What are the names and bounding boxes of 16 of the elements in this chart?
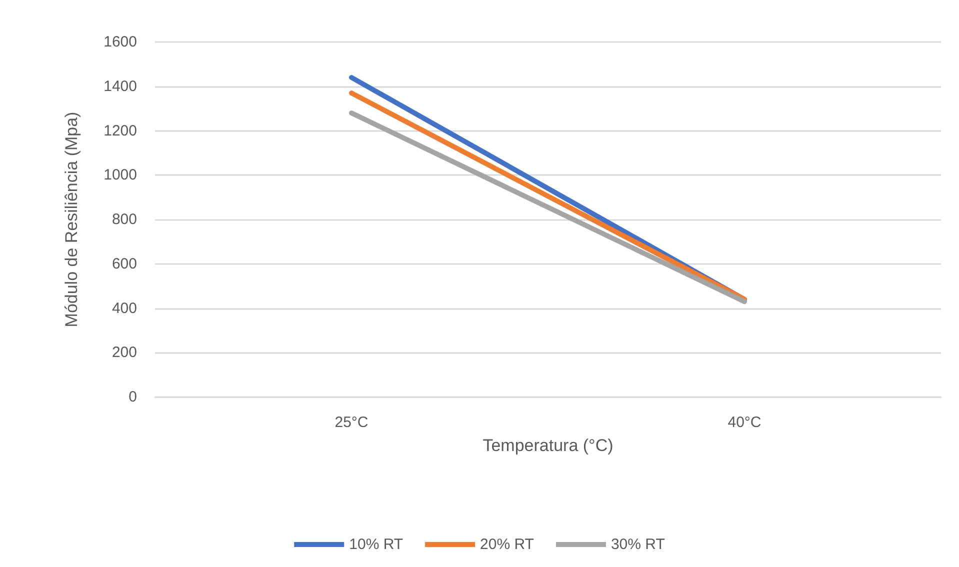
y-tick-label: 600 xyxy=(112,255,137,272)
legend-label: 30% RT xyxy=(610,536,665,553)
y-tick-label: 400 xyxy=(112,300,137,317)
y-tick-label: 0 xyxy=(128,388,137,406)
x-tick-label: 40°C xyxy=(728,414,762,431)
y-tick-label: 200 xyxy=(112,344,137,362)
y-axis-title: Módulo de Resiliência (Mpa) xyxy=(62,112,81,328)
x-tick-label: 25°C xyxy=(334,414,368,431)
y-tick-label: 1400 xyxy=(104,78,137,95)
y-tick-label: 1600 xyxy=(104,34,137,50)
legend-label: 20% RT xyxy=(480,536,534,553)
legend-label: 10% RT xyxy=(349,536,404,553)
y-tick-label: 800 xyxy=(112,211,137,228)
x-axis-title: Temperatura (°C) xyxy=(482,436,614,455)
y-tick-label: 1200 xyxy=(104,122,137,140)
y-tick-label: 1000 xyxy=(104,166,137,184)
